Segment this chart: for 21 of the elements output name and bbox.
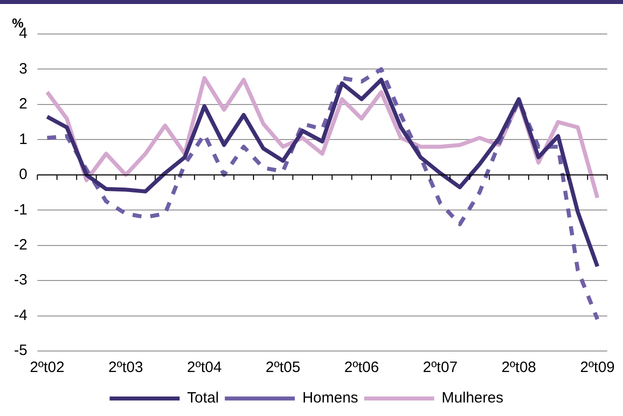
y-tick-label: -4 — [14, 306, 28, 324]
x-tick-label: 2ºt03 — [108, 359, 144, 376]
y-tick-label: -1 — [14, 201, 28, 218]
y-tick-label: 1 — [18, 130, 28, 148]
legend-label: Homens — [302, 390, 358, 407]
y-tick-label: 2 — [18, 96, 28, 113]
y-tick-label: -5 — [14, 342, 28, 360]
y-tick-label: -2 — [14, 236, 28, 254]
legend-label: Mulheres — [442, 390, 504, 407]
y-tick-label: 0 — [18, 166, 28, 184]
x-tick-label: 2ºt06 — [344, 359, 379, 376]
x-tick-label: 2ºt02 — [30, 359, 65, 376]
x-tick-label: 2ºt08 — [501, 359, 536, 376]
line-series — [45, 67, 600, 322]
y-tick-label: -3 — [14, 272, 28, 289]
x-tick-label: 2ºt07 — [422, 359, 458, 376]
legend-label: Total — [187, 390, 219, 407]
x-tick-label: 2ºt05 — [266, 359, 300, 376]
x-tick-label: 2ºt09 — [580, 359, 615, 376]
y-tick-label: 3 — [18, 60, 28, 78]
x-tick-label: 2ºt04 — [187, 359, 222, 376]
